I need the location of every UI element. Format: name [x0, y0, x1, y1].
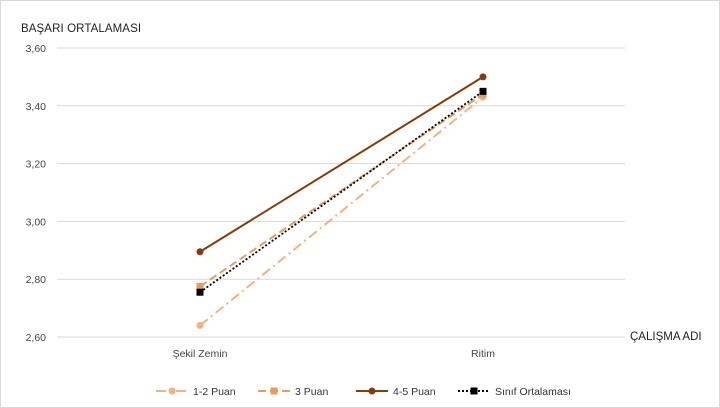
- legend-swatch-marker: [270, 387, 278, 395]
- x-tick-label: Ritim: [471, 348, 495, 360]
- legend-label: 1-2 Puan: [193, 386, 236, 398]
- legend-label: Sınıf Ortalaması: [495, 386, 571, 398]
- data-point: [196, 282, 204, 290]
- legend-swatch-marker: [470, 387, 478, 395]
- data-point: [479, 87, 487, 95]
- y-tick-label: 3,40: [26, 101, 47, 113]
- y-tick-label: 3,60: [26, 43, 47, 55]
- legend-swatch-marker: [168, 387, 176, 395]
- series-line: [199, 76, 484, 253]
- y-axis-title: BAŞARI ORTALAMASI: [21, 23, 142, 35]
- legend-label: 4-5 Puan: [393, 386, 436, 398]
- y-tick-label: 2,60: [26, 332, 47, 344]
- legend-swatch-marker: [368, 387, 376, 395]
- legend-label: 3 Puan: [295, 386, 328, 398]
- data-point: [479, 73, 487, 81]
- series-line: [199, 93, 484, 288]
- x-tick-label: Şekil Zemin: [173, 348, 228, 360]
- series-line: [199, 90, 484, 293]
- series-line: [199, 96, 484, 327]
- x-axis-title: ÇALIŞMA ADI: [630, 331, 702, 343]
- y-tick-label: 3,00: [26, 216, 47, 228]
- data-point: [196, 288, 204, 296]
- data-point: [196, 248, 204, 256]
- y-tick-label: 2,80: [26, 274, 47, 286]
- data-point: [196, 321, 204, 329]
- y-tick-label: 3,20: [26, 159, 47, 171]
